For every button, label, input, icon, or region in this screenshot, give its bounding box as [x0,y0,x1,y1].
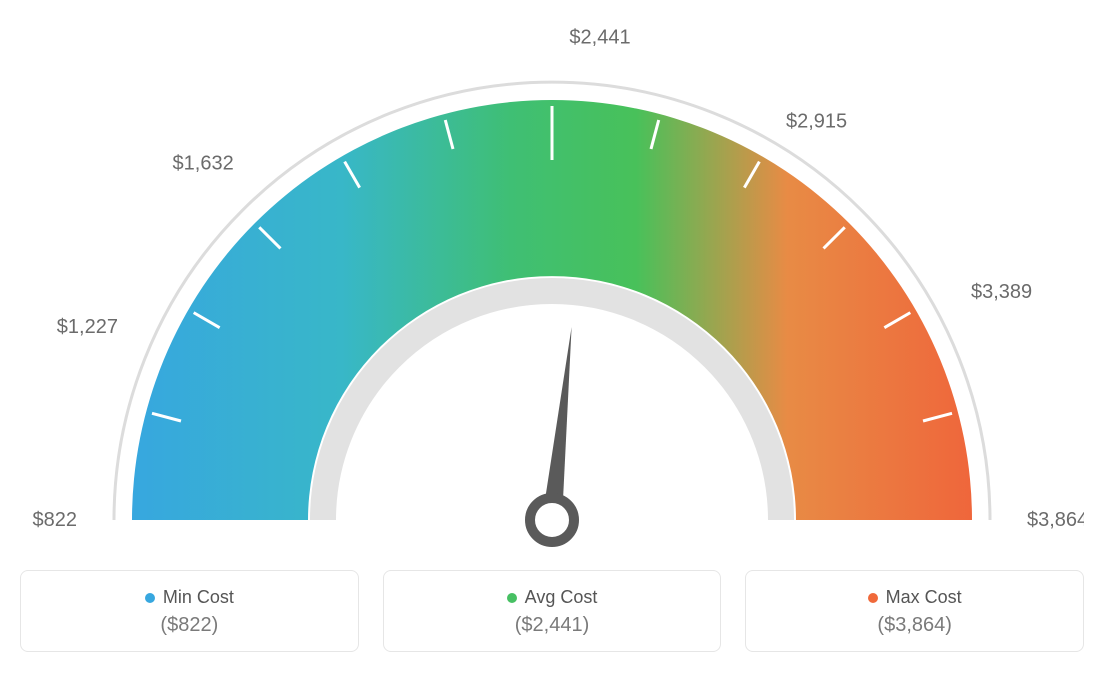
legend-dot-min [145,593,155,603]
legend-label-avg: Avg Cost [525,587,598,608]
legend-row: Min Cost ($822) Avg Cost ($2,441) Max Co… [20,570,1084,652]
svg-text:$1,632: $1,632 [173,152,234,174]
legend-card-max: Max Cost ($3,864) [745,570,1084,652]
legend-label-max: Max Cost [886,587,962,608]
legend-dot-avg [507,593,517,603]
svg-text:$822: $822 [33,509,78,531]
legend-value-avg: ($2,441) [404,614,701,637]
legend-label-min: Min Cost [163,587,234,608]
legend-card-avg: Avg Cost ($2,441) [383,570,722,652]
svg-text:$3,864: $3,864 [1027,509,1084,531]
svg-text:$1,227: $1,227 [57,316,118,338]
svg-text:$2,441: $2,441 [569,26,630,48]
svg-text:$3,389: $3,389 [971,281,1032,303]
legend-value-min: ($822) [41,614,338,637]
legend-value-max: ($3,864) [766,614,1063,637]
legend-dot-max [868,593,878,603]
svg-text:$2,915: $2,915 [786,110,847,132]
gauge-chart: $822 $1,227 $1,632 $2,441 $2,915 $3,389 $3,864 [20,20,1084,560]
legend-card-min: Min Cost ($822) [20,570,359,652]
